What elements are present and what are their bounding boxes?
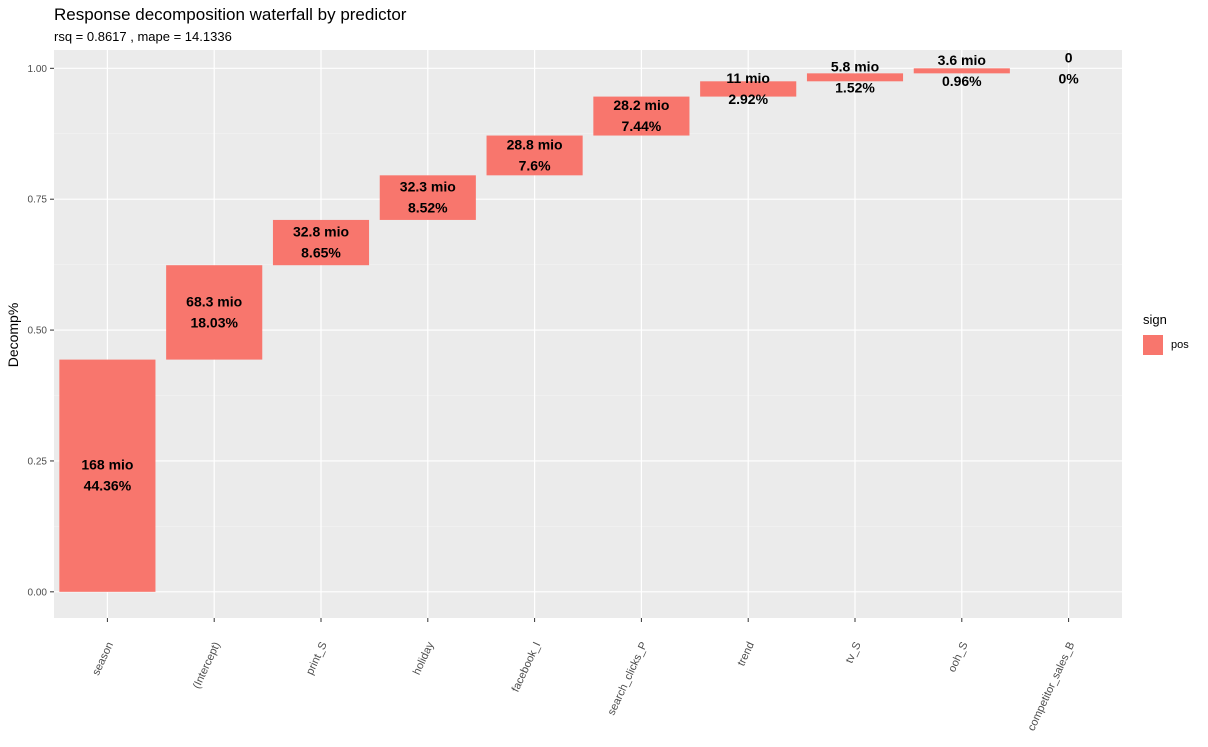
legend-title: sign: [1143, 312, 1167, 327]
data-label-amount: 11 mio: [726, 70, 770, 86]
data-label-percent: 44.36%: [84, 478, 132, 494]
x-tick-label: (Intercept): [191, 640, 223, 691]
bars-layer: [59, 68, 1117, 592]
chart-title: Response decomposition waterfall by pred…: [54, 5, 407, 24]
data-label-percent: 7.6%: [519, 157, 551, 173]
x-tick-label: competitor_sales_B: [1026, 640, 1078, 733]
y-tick-label: 0.75: [28, 195, 48, 206]
data-label-amount: 32.8 mio: [293, 224, 349, 240]
data-label-amount: 3.6 mio: [938, 52, 986, 68]
data-label-percent: 0%: [1058, 70, 1079, 86]
waterfall-bar: [59, 359, 156, 592]
legend-item: pos: [1143, 335, 1189, 355]
x-tick-label: facebook_I: [510, 640, 544, 694]
x-tick-label: ooh_S: [946, 640, 970, 674]
y-tick-label: 0.00: [28, 587, 48, 598]
y-tick-label: 0.50: [28, 326, 48, 337]
waterfall-bar: [913, 68, 1010, 74]
data-label-amount: 32.3 mio: [400, 179, 456, 195]
data-label-percent: 2.92%: [728, 91, 768, 107]
waterfall-bar: [486, 135, 583, 176]
data-label-percent: 0.96%: [942, 73, 982, 89]
data-label-percent: 18.03%: [190, 314, 238, 330]
waterfall-bar: [379, 175, 476, 220]
data-label-percent: 8.52%: [408, 200, 448, 216]
x-tick-label: holiday: [411, 640, 437, 677]
x-tick-label: tv_S: [844, 640, 864, 665]
chart-subtitle: rsq = 0.8617 , mape = 14.1336: [54, 29, 232, 44]
legend-key-swatch: [1143, 335, 1163, 355]
data-label-percent: 1.52%: [835, 79, 875, 95]
data-labels-layer: 168 mio 44.36% 68.3 mio 18.03% 32.8 mio 8.65%…: [81, 49, 1079, 493]
x-tick-label: search_clicks_P: [606, 640, 650, 717]
x-tick-label: print_S: [304, 640, 330, 677]
data-label-percent: 8.65%: [301, 245, 341, 261]
x-tick-label: trend: [735, 640, 756, 668]
y-tick-label: 1.00: [28, 64, 48, 75]
x-tick-label: season: [90, 640, 116, 677]
waterfall-bar: [166, 265, 263, 360]
y-axis-label: Decomp%: [5, 303, 21, 368]
data-label-amount: 28.2 mio: [613, 97, 669, 113]
waterfall-bar: [272, 219, 370, 266]
legend-item-label: pos: [1171, 339, 1189, 351]
waterfall-bar: [593, 96, 690, 136]
data-label-amount: 0: [1065, 49, 1073, 65]
y-tick-label: 0.25: [28, 456, 48, 467]
data-label-amount: 68.3 mio: [186, 293, 242, 309]
data-label-amount: 168 mio: [81, 457, 133, 473]
data-label-amount: 28.8 mio: [507, 136, 563, 152]
data-label-amount: 5.8 mio: [831, 58, 879, 74]
waterfall-bar: [700, 81, 797, 97]
data-label-percent: 7.44%: [622, 118, 662, 134]
waterfall-bar: [806, 73, 904, 82]
legend: sign pos: [1143, 312, 1189, 355]
